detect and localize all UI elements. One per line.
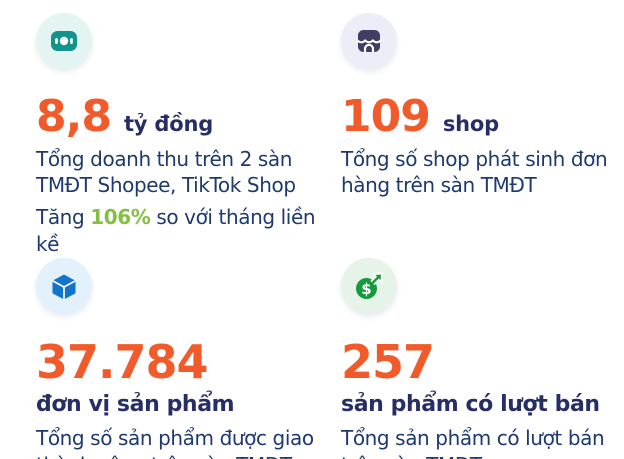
stat-headline: 37.784: [36, 335, 209, 389]
stat-unit: shop: [442, 112, 499, 136]
stat-headline: 257: [341, 335, 435, 389]
stat-description: Tổng doanh thu trên 2 sàn TMĐT Shopee, T…: [36, 146, 296, 198]
growth-prefix: Tăng: [36, 204, 91, 229]
cube-icon: [36, 258, 92, 314]
growth-suffix: so với tháng liền kề: [36, 204, 316, 256]
stat-value: 109: [341, 91, 431, 142]
stat-description: Tổng số sản phẩm được giao thành công tr…: [36, 425, 314, 459]
dollar-growth-icon: $: [341, 258, 397, 314]
stat-label: đơn vị sản phẩm: [36, 391, 235, 417]
stat-unit: tỷ đồng: [123, 112, 214, 136]
svg-text:$: $: [361, 280, 371, 298]
storefront-icon: [341, 13, 397, 69]
stat-headline: 109 shop: [341, 91, 499, 142]
growth-percent: 106%: [90, 204, 151, 229]
stat-card-products-sold: $ 257 sản phẩm có lượt bán Tổng sản phẩm…: [341, 258, 624, 459]
stat-label: sản phẩm có lượt bán: [341, 391, 600, 417]
stat-value: 257: [341, 335, 435, 389]
stat-growth-note: Tăng 106% so với tháng liền kề: [36, 204, 336, 257]
stat-description: Tổng sản phẩm có lượt bán trên sàn TMĐT: [341, 425, 605, 459]
stat-headline: 8,8 tỷ đồng: [36, 91, 214, 142]
banknote-icon: [36, 13, 92, 69]
stat-value: 8,8: [36, 91, 112, 142]
stat-card-units: 37.784 đơn vị sản phẩm Tổng số sản phẩm …: [36, 258, 341, 459]
stat-value: 37.784: [36, 335, 209, 389]
stat-description: Tổng số shop phát sinh đơn hàng trên sàn…: [341, 146, 608, 198]
stat-card-shops: 109 shop Tổng số shop phát sinh đơn hàng…: [341, 13, 624, 258]
stat-card-revenue: 8,8 tỷ đồng Tổng doanh thu trên 2 sàn TM…: [36, 13, 341, 258]
